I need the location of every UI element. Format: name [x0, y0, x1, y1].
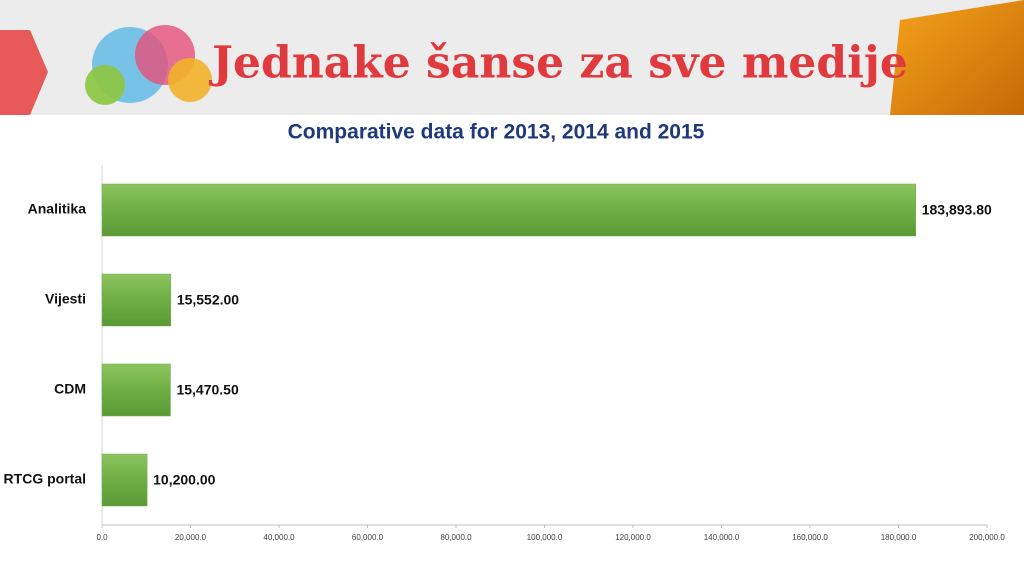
- x-tick-label: 160,000.0: [792, 533, 828, 542]
- banner-title: Jednake šanse za sve medije: [208, 38, 908, 89]
- y-tick-label: RTCG portal: [4, 471, 86, 487]
- x-tick-label: 40,000.0: [263, 533, 295, 542]
- y-tick-label: CDM: [54, 381, 86, 397]
- bar: [101, 183, 916, 237]
- x-tick-label: 140,000.0: [704, 533, 740, 542]
- x-tick-label: 100,000.0: [527, 533, 563, 542]
- y-tick-label: Vijesti: [45, 291, 86, 307]
- bar: [101, 273, 172, 327]
- x-tick-label: 200,000.0: [969, 533, 1005, 542]
- value-label: 15,470.50: [176, 382, 238, 398]
- value-label: 10,200.00: [153, 472, 215, 488]
- y-tick-label: Analitika: [28, 201, 87, 217]
- chart-title: Comparative data for 2013, 2014 and 2015: [288, 121, 705, 144]
- x-tick-label: 20,000.0: [175, 533, 207, 542]
- bar: [101, 363, 171, 417]
- x-tick-label: 120,000.0: [615, 533, 651, 542]
- x-tick-label: 180,000.0: [881, 533, 917, 542]
- x-tick-label: 60,000.0: [352, 533, 384, 542]
- value-label: 183,893.80: [922, 202, 992, 218]
- x-tick-label: 0.0: [96, 533, 108, 542]
- value-label: 15,552.00: [177, 292, 239, 308]
- bar: [101, 453, 148, 507]
- x-tick-label: 80,000.0: [440, 533, 472, 542]
- banner: Jednake šanse za sve medije: [0, 0, 1024, 115]
